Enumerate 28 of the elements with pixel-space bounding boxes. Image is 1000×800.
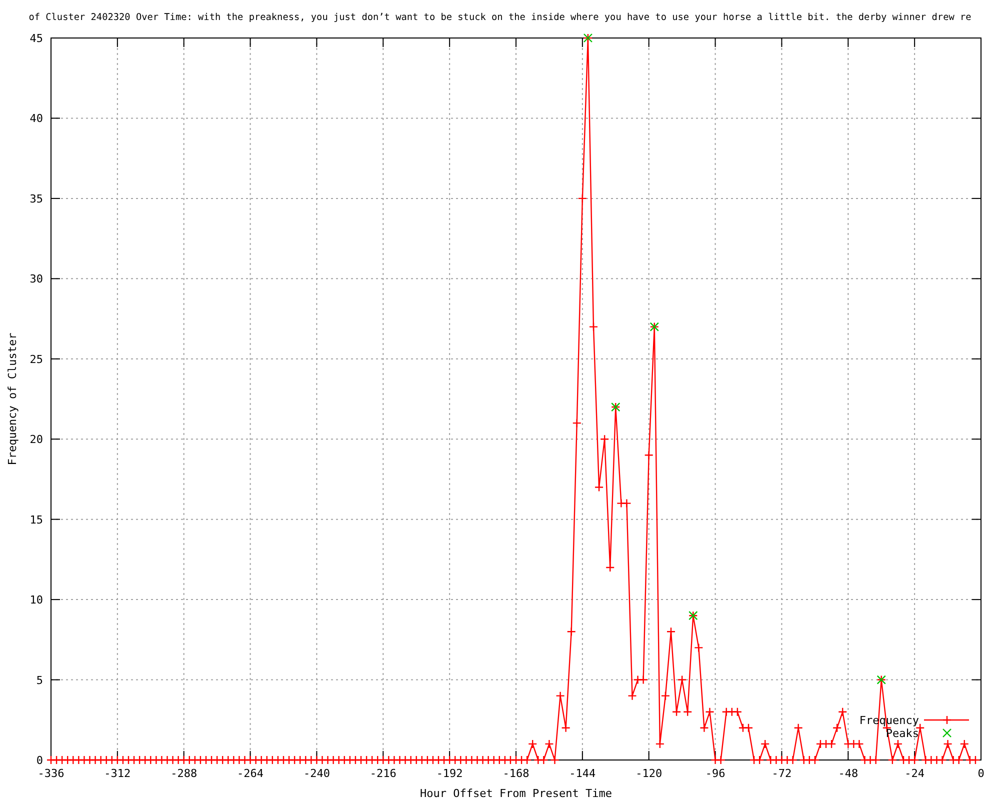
x-tick-label: -24: [904, 767, 925, 780]
x-tick-label: -120: [636, 767, 662, 780]
y-tick-label: 35: [30, 192, 43, 206]
chart-title: of Cluster 2402320 Over Time: with the preakness, you just don’t want to be stuck on the inside where you have to use your horse a little bit. the derby winner drew re: [28, 12, 972, 23]
y-tick-label: 0: [36, 754, 43, 767]
x-tick-label: -192: [436, 767, 463, 780]
x-tick-label: -96: [705, 767, 726, 780]
x-tick-label: -144: [569, 767, 596, 780]
y-tick-label: 30: [30, 272, 43, 286]
y-tick-label: 25: [30, 352, 43, 366]
x-tick-label: -312: [104, 767, 131, 780]
y-tick-label: 10: [30, 594, 43, 607]
x-tick-label: -168: [502, 767, 530, 780]
x-tick-label: -240: [303, 767, 330, 780]
x-tick-label: -72: [772, 767, 792, 780]
x-tick-label: -336: [38, 767, 64, 780]
y-tick-label: 15: [30, 513, 43, 526]
y-tick-label: 5: [36, 674, 43, 687]
x-tick-label: -216: [370, 767, 396, 780]
x-tick-label: -288: [170, 767, 198, 780]
y-tick-label: 45: [30, 32, 43, 45]
x-tick-label: 0: [978, 767, 984, 780]
x-tick-label: -264: [237, 767, 264, 780]
x-tick-label: -48: [838, 767, 858, 780]
y-tick-label: 20: [30, 433, 43, 446]
y-tick-label: 40: [30, 112, 43, 126]
y-axis-title: Frequency of Cluster: [6, 332, 19, 466]
x-axis-title: Hour Offset From Present Time: [420, 787, 612, 800]
